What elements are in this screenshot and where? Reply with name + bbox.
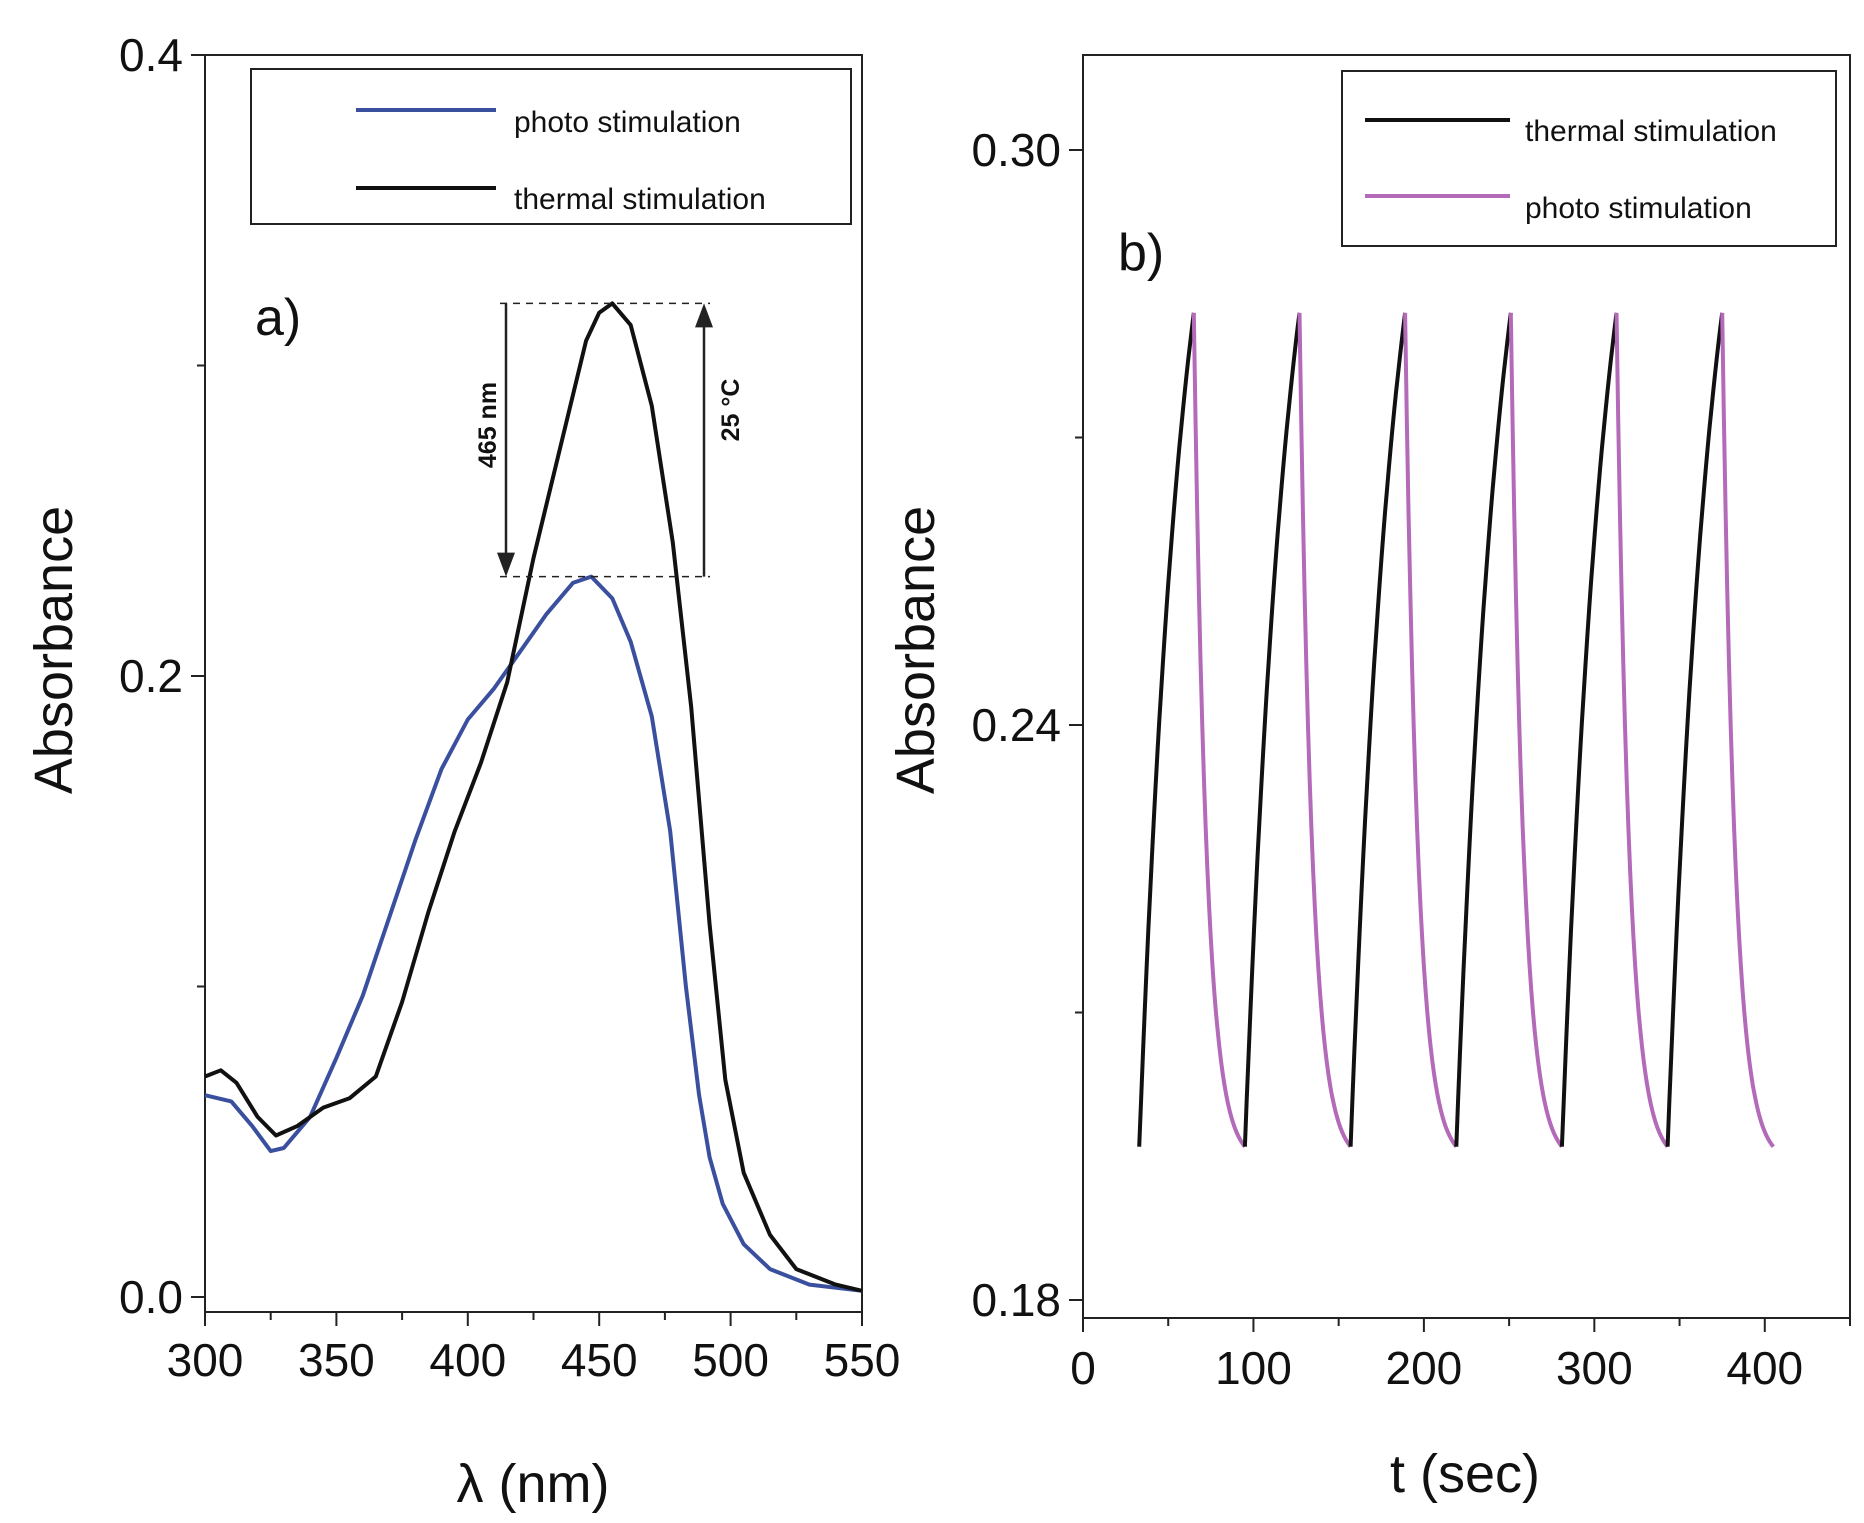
chart-a-annotation-label-25c: 25 °C	[717, 379, 745, 442]
chart-b-photo-cycle-4	[1508, 312, 1564, 1148]
chart-b-thermal-cycle-4	[1454, 312, 1513, 1147]
chart-a-x-tick-label: 450	[561, 1334, 638, 1386]
chart-b-photo-cycle-6	[1720, 312, 1775, 1148]
chart-a-x-tick-label: 500	[692, 1334, 769, 1386]
chart-b-x-tick-label: 400	[1726, 1342, 1803, 1394]
chart-a-series-line-photo	[204, 574, 863, 1293]
chart-a-y-tick-label: 0.4	[119, 29, 183, 81]
chart-a-x-tick-label: 350	[298, 1334, 375, 1386]
chart-b-thermal-cycle-6	[1665, 312, 1725, 1147]
chart-b-thermal-cycle-2	[1242, 312, 1302, 1147]
chart-b-x-tick-label: 200	[1386, 1342, 1463, 1394]
chart-a-legend-label-photo: photo stimulation	[514, 106, 741, 139]
chart-b-legend: thermal stimulation photo stimulation	[1341, 70, 1837, 247]
chart-a-ticks: 300 350 400 450 500 550 0.0 0.2 0.4	[119, 29, 900, 1386]
chart-a-annotation-label-465nm: 465 nm	[474, 382, 502, 468]
chart-b-photo-cycle-3	[1403, 312, 1458, 1148]
chart-a-x-tick-label: 400	[429, 1334, 506, 1386]
chart-a-down-arrow-head	[497, 552, 515, 577]
chart-b-x-tick-label: 100	[1215, 1342, 1292, 1394]
chart-b-panel-label: b)	[1118, 224, 1164, 282]
chart-b-legend-label-photo: photo stimulation	[1525, 192, 1752, 225]
chart-a-series-line-thermal	[204, 301, 863, 1293]
chart-a-series	[204, 301, 863, 1293]
chart-b: 0 100 200 300 400 0.18 0.24 0.30 thermal stimul…	[886, 54, 1851, 1504]
chart-b-y-axis-title: Absorbance	[886, 506, 946, 794]
chart-b-photo-cycle-1	[1191, 312, 1247, 1148]
chart-a-y-tick-label: 0.2	[119, 650, 183, 702]
chart-a-up-arrow-head	[695, 303, 713, 328]
chart-b-ticks: 0 100 200 300 400 0.18 0.24 0.30	[971, 124, 1851, 1394]
chart-a-legend-label-thermal: thermal stimulation	[514, 183, 766, 216]
chart-a-y-tick-label: 0.0	[119, 1271, 183, 1323]
chart-b-y-tick-label: 0.30	[971, 124, 1061, 176]
chart-b-plot-frame	[1082, 54, 1851, 1319]
chart-a-y-axis-title: Absorbance	[24, 506, 84, 794]
chart-b-photo-cycle-5	[1614, 312, 1670, 1148]
chart-a-annotations: 465 nm 25 °C	[474, 302, 745, 578]
chart-b-photo-cycle-2	[1297, 312, 1353, 1148]
chart-a-x-tick-label: 300	[167, 1334, 244, 1386]
chart-b-x-axis-title: t (sec)	[1390, 1444, 1540, 1504]
chart-b-y-tick-label: 0.18	[971, 1274, 1061, 1326]
chart-b-x-tick-label: 0	[1070, 1342, 1096, 1394]
chart-b-legend-label-thermal: thermal stimulation	[1525, 115, 1777, 148]
chart-b-thermal-cycle-3	[1348, 312, 1408, 1147]
chart-b-series	[1137, 312, 1775, 1148]
chart-b-x-tick-label: 300	[1556, 1342, 1633, 1394]
chart-a-legend-box	[250, 68, 852, 225]
chart-b-y-tick-label: 0.24	[971, 699, 1061, 751]
chart-b-thermal-cycle-5	[1559, 312, 1619, 1147]
chart-b-legend-box	[1341, 70, 1837, 247]
chart-a-legend: photo stimulation thermal stimulation	[250, 68, 852, 225]
chart-b-thermal-cycle-1	[1137, 312, 1196, 1147]
chart-a-panel-label: a)	[255, 289, 301, 347]
chart-a-x-axis-title: λ (nm)	[457, 1454, 610, 1514]
chart-a-x-tick-label: 550	[824, 1334, 901, 1386]
